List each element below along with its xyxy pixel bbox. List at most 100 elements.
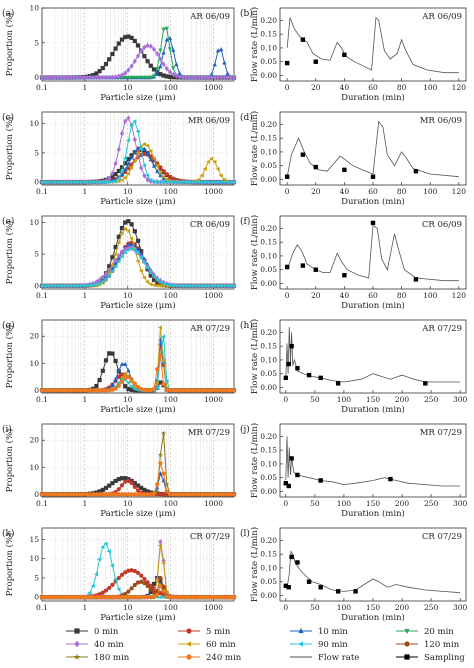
legend-label: 90 min <box>318 640 348 650</box>
data-point <box>135 148 141 153</box>
x-tick-label: 0 <box>285 291 290 300</box>
data-point <box>52 179 57 185</box>
data-point <box>148 273 153 278</box>
x-tick-label: 1 <box>82 187 87 196</box>
legend-item: 180 min <box>66 653 130 663</box>
data-point <box>205 159 211 164</box>
data-point <box>97 489 102 494</box>
data-point <box>135 570 141 576</box>
data-point <box>107 74 112 81</box>
data-point <box>110 492 115 497</box>
data-point <box>110 170 115 176</box>
data-point <box>81 595 86 600</box>
data-point <box>94 71 99 76</box>
data-point <box>68 388 73 393</box>
data-point <box>145 580 150 585</box>
x-tick-label: 100 <box>423 291 438 300</box>
data-point <box>209 595 214 600</box>
data-point <box>177 595 182 600</box>
data-point <box>100 65 105 71</box>
sampling-point <box>388 476 393 482</box>
data-point <box>151 581 157 587</box>
data-point <box>132 481 137 486</box>
data-point <box>215 283 220 288</box>
sampling-point <box>318 375 323 381</box>
data-point <box>222 388 227 393</box>
y-tick-label: 0.05 <box>260 57 277 66</box>
data-point <box>157 179 163 185</box>
data-point <box>75 595 80 600</box>
legend-label: 0 min <box>94 627 119 637</box>
x-tick-label: 0 <box>285 83 290 92</box>
data-point <box>91 388 96 393</box>
data-point <box>116 587 121 592</box>
data-point <box>209 179 214 185</box>
data-point <box>49 179 54 185</box>
y-tick-label: 5 <box>34 573 39 582</box>
data-point <box>190 595 195 600</box>
data-point <box>155 67 160 72</box>
sampling-point <box>295 560 300 565</box>
legend-item: Sampling <box>396 653 465 663</box>
data-point <box>145 173 150 178</box>
data-point <box>116 487 121 492</box>
data-point <box>126 219 131 224</box>
data-point <box>62 74 67 81</box>
data-point <box>113 244 118 250</box>
panel-f: (f) 0 20 40 60 80 100 120 0.00 0.05 0.10 0.15 0.20 Du… <box>240 215 467 311</box>
data-point <box>215 74 221 81</box>
data-point <box>183 595 189 600</box>
data-point <box>87 590 92 595</box>
data-point <box>106 549 111 554</box>
data-point <box>122 175 127 180</box>
data-point <box>148 270 153 275</box>
legend-marker <box>404 641 410 647</box>
data-point <box>123 492 128 497</box>
data-point <box>167 174 173 179</box>
x-tick-label: 300 <box>453 395 468 404</box>
data-point <box>193 492 198 497</box>
y-tick-label: 0.10 <box>260 147 277 156</box>
sampling-point <box>295 366 300 371</box>
panel-label: (b) <box>240 8 253 19</box>
x-tick-label: 10 <box>123 603 133 612</box>
data-point <box>145 143 150 148</box>
series-line <box>42 541 234 598</box>
sampling-point <box>342 167 347 173</box>
x-tick-label: 1 <box>82 395 87 404</box>
y-axis-label: Flow rate (L/min) <box>249 7 260 82</box>
legend: 0 min 5 min 10 min 20 min 40 min 60 min 90 min… <box>66 627 465 663</box>
data-point <box>123 246 128 252</box>
data-point <box>113 376 118 381</box>
data-point <box>167 283 172 288</box>
data-point <box>199 283 204 288</box>
data-point <box>119 177 124 183</box>
data-point <box>151 179 156 184</box>
sampling-point <box>286 585 291 590</box>
data-point <box>100 595 105 600</box>
data-point <box>212 62 217 67</box>
data-point <box>129 595 134 600</box>
x-tick-label: 60 <box>368 291 378 300</box>
sampling-point <box>289 343 294 349</box>
data-point <box>171 47 176 52</box>
x-tick-label: 120 <box>452 83 467 92</box>
data-point <box>97 592 102 597</box>
data-point <box>91 595 96 600</box>
data-point <box>90 282 95 288</box>
data-point <box>209 492 214 497</box>
data-point <box>157 279 163 285</box>
data-point <box>171 492 176 497</box>
sampling-point <box>353 589 358 594</box>
data-point <box>46 388 51 393</box>
legend-item: 90 min <box>290 640 348 650</box>
data-point <box>167 492 173 497</box>
data-point <box>100 279 105 284</box>
data-point <box>97 492 102 497</box>
data-point <box>113 264 118 269</box>
data-point <box>157 595 163 600</box>
data-point <box>225 492 230 497</box>
data-point <box>49 388 54 393</box>
data-point <box>61 283 67 288</box>
data-point <box>161 589 166 594</box>
